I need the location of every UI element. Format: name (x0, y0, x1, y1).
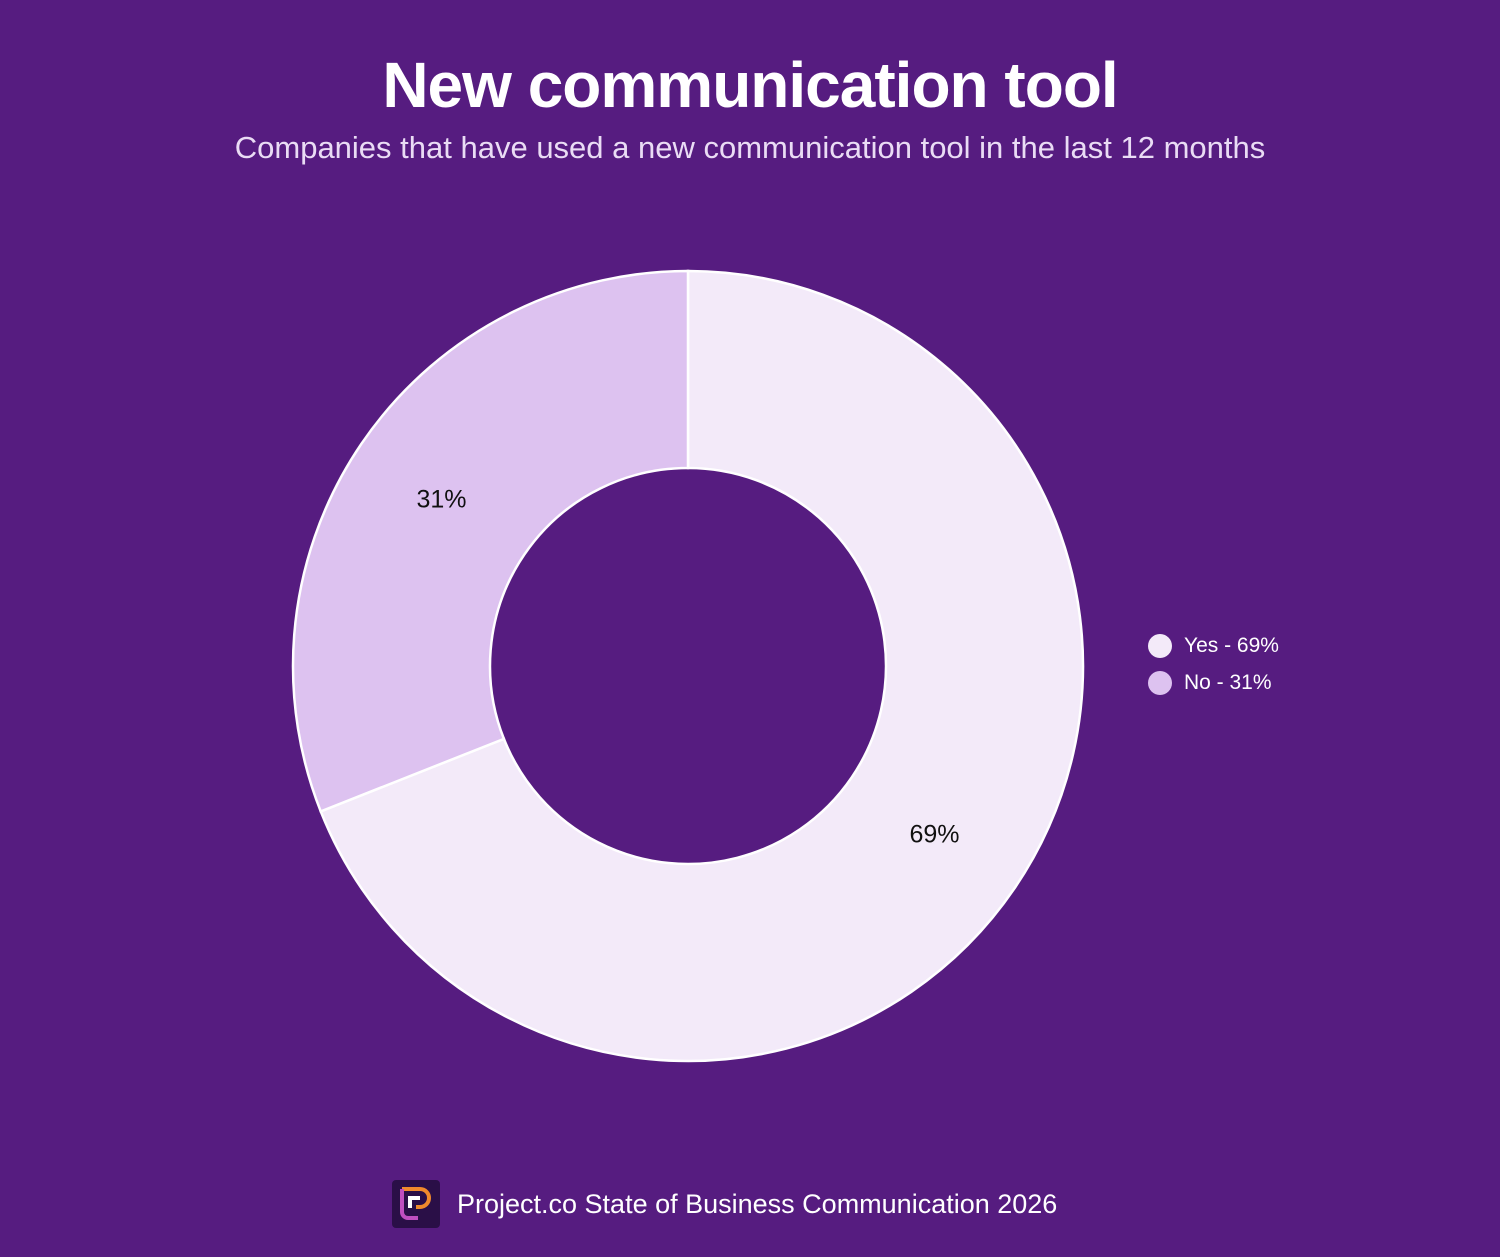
project-co-logo-icon (392, 1180, 440, 1228)
data-label-yes: 69% (909, 821, 959, 849)
legend-item-yes[interactable]: Yes - 69% (1148, 627, 1279, 664)
legend-swatch (1148, 670, 1172, 695)
slice-yes[interactable] (319, 269, 1085, 1063)
chart-subtitle: Companies that have used a new communica… (234, 130, 1266, 165)
legend-swatch (1148, 633, 1172, 658)
legend: Yes - 69% No - 31% (1148, 627, 1279, 701)
footer-text: Project.co State of Business Communicati… (457, 1188, 1058, 1219)
legend-label: Yes - 69% (1184, 633, 1279, 657)
slice-no[interactable] (291, 269, 690, 814)
data-label-no: 31% (417, 485, 467, 513)
legend-label: No - 31% (1184, 670, 1272, 694)
chart-title: New communication tool (382, 49, 1118, 121)
legend-item-no[interactable]: No - 31% (1148, 664, 1279, 701)
footer: Project.co State of Business Communicati… (392, 1180, 1057, 1228)
